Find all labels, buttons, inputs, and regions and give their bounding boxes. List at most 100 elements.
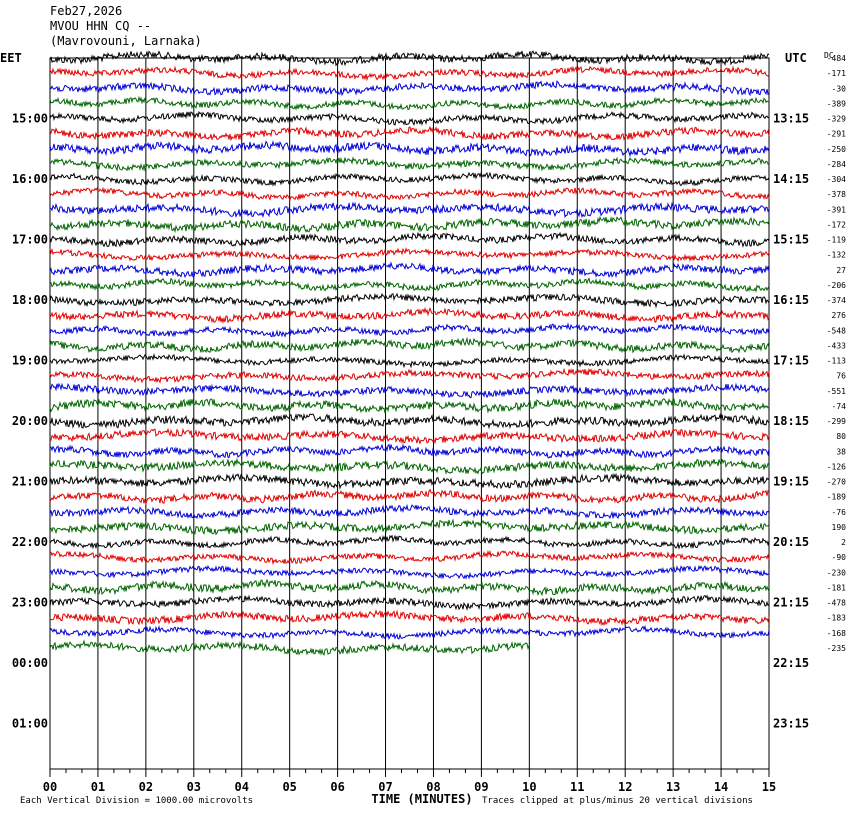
seismic-trace — [49, 261, 770, 279]
x-tick-label: 11 — [570, 780, 584, 794]
left-hour-label: 16:00 — [12, 172, 48, 186]
dc-offset-value: -183 — [827, 614, 846, 623]
left-hour-label: 15:00 — [12, 112, 48, 126]
seismic-trace — [49, 398, 770, 414]
seismic-trace — [49, 367, 770, 384]
seismic-trace — [49, 534, 770, 550]
dc-offset-value: -189 — [827, 493, 846, 502]
x-tick-label: 02 — [139, 780, 153, 794]
left-hour-label: 19:00 — [12, 354, 48, 368]
x-tick-label: 03 — [187, 780, 201, 794]
seismic-trace — [49, 186, 770, 202]
dc-offset-value: -235 — [827, 644, 846, 653]
seismic-trace — [49, 156, 770, 172]
x-tick-label: 10 — [522, 780, 536, 794]
x-axis-title: TIME (MINUTES) — [371, 792, 472, 806]
dc-offset-value: -329 — [827, 115, 846, 124]
dc-offset-value: -551 — [827, 387, 846, 396]
x-tick-label: 08 — [426, 780, 440, 794]
seismic-trace — [49, 95, 770, 111]
dc-offset-value: -378 — [827, 190, 846, 199]
seismic-trace — [49, 201, 770, 219]
seismic-trace — [49, 277, 770, 294]
x-tick-label: 14 — [714, 780, 728, 794]
right-hour-label: 19:15 — [773, 475, 809, 489]
dc-offset-value: -90 — [832, 553, 847, 562]
dc-offset-value: -76 — [832, 508, 847, 517]
seismic-trace — [49, 549, 770, 566]
seismic-trace — [49, 65, 770, 82]
seismic-trace — [49, 306, 770, 325]
right-hour-label: 17:15 — [773, 354, 809, 368]
right-hour-label: 18:15 — [773, 414, 809, 428]
right-hour-label: 15:15 — [773, 233, 809, 247]
dc-offset-value: 190 — [832, 523, 847, 532]
seismic-trace — [49, 412, 770, 430]
seismic-trace — [49, 503, 770, 520]
seismic-trace — [49, 125, 770, 142]
seismic-trace — [49, 140, 770, 158]
dc-offset-value: -126 — [827, 462, 846, 471]
dc-offset-value: -299 — [827, 417, 846, 426]
dc-offset-value: -206 — [827, 281, 846, 290]
dc-offset-value: 2 — [841, 538, 846, 547]
dc-offset-value: -168 — [827, 629, 846, 638]
left-hour-label: 22:00 — [12, 535, 48, 549]
seismic-traces — [49, 50, 770, 656]
seismic-trace — [49, 457, 770, 475]
seismic-trace — [49, 110, 770, 126]
plot-grid — [49, 57, 770, 777]
seismic-trace — [49, 171, 770, 187]
x-tick-label: 05 — [282, 780, 296, 794]
seismic-trace — [49, 336, 770, 354]
right-hour-label: 22:15 — [773, 656, 809, 670]
dc-offset-value: 27 — [836, 266, 846, 275]
seismic-trace — [49, 50, 770, 67]
seismic-trace — [49, 353, 770, 369]
right-hour-label: 14:15 — [773, 172, 809, 186]
dc-offset-header: DC — [824, 51, 834, 60]
seismic-trace — [49, 564, 770, 580]
seismic-trace — [49, 231, 770, 248]
seismic-trace — [49, 594, 770, 611]
left-hour-label: 21:00 — [12, 475, 48, 489]
dc-offset-value: -230 — [827, 568, 846, 577]
station-label: MVOU HHN CQ -- — [50, 19, 152, 33]
x-tick-label: 04 — [235, 780, 249, 794]
dc-offset-value: 80 — [836, 432, 846, 441]
axis-labels: 00 01 02 03 04 05 06 07 08 09 10 11 12 13 14 15 TIME (MI… — [0, 51, 846, 806]
left-timezone-label: EET — [0, 51, 22, 65]
seismic-trace — [49, 488, 770, 506]
right-hour-label: 23:15 — [773, 717, 809, 731]
dc-offset-value: 38 — [836, 447, 846, 456]
plot-frame — [49, 57, 770, 770]
x-tick-label: 12 — [618, 780, 632, 794]
seismic-trace — [49, 247, 770, 263]
seismic-trace — [49, 382, 770, 399]
dc-offset-value: -172 — [827, 220, 846, 229]
left-hour-label: 18:00 — [12, 293, 48, 307]
right-timezone-label: UTC — [785, 51, 807, 65]
right-hour-label: 20:15 — [773, 535, 809, 549]
dc-offset-value: -548 — [827, 326, 846, 335]
right-hour-label: 13:15 — [773, 112, 809, 126]
seismic-trace — [49, 609, 770, 627]
right-hour-label: 21:15 — [773, 596, 809, 610]
seismic-trace — [49, 518, 770, 536]
left-hour-label: 20:00 — [12, 414, 48, 428]
dc-offset-value: -181 — [827, 583, 846, 592]
seismic-trace — [49, 624, 770, 640]
dc-offset-value: -478 — [827, 599, 846, 608]
seismic-trace — [49, 215, 770, 234]
dc-offset-value: -171 — [827, 69, 846, 78]
location-label: (Mavrovouni, Larnaka) — [50, 34, 202, 48]
dc-offset-value: -250 — [827, 145, 846, 154]
dc-offset-value: -270 — [827, 478, 846, 487]
dc-offset-value: -484 — [827, 54, 846, 63]
seismic-trace — [49, 472, 770, 490]
left-hour-label: 00:00 — [12, 656, 48, 670]
dc-offset-value: -74 — [832, 402, 847, 411]
date-label: Feb27,2026 — [50, 4, 123, 18]
dc-offset-value: -391 — [827, 205, 846, 214]
seismic-trace — [49, 443, 770, 459]
